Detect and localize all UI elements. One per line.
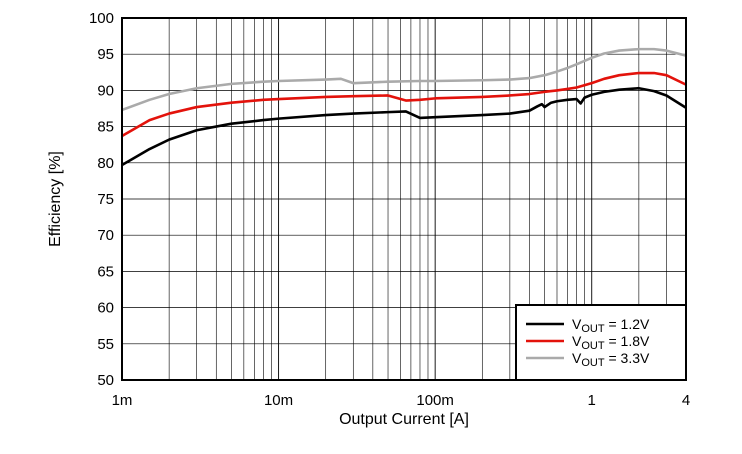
legend-box <box>515 304 687 381</box>
y-tick-label: 55 <box>97 336 114 353</box>
y-tick-label: 75 <box>97 191 114 208</box>
x-tick-label: 10m <box>264 392 293 409</box>
legend-label-1: VOUT = 1.2V <box>572 316 650 335</box>
series-line-3 <box>121 47 687 112</box>
y-axis-title: Efficiency [%] <box>47 151 64 247</box>
y-tick-label: 65 <box>97 263 114 280</box>
series-line-1 <box>121 86 687 167</box>
plot-frame <box>121 17 687 381</box>
y-tick-label: 85 <box>97 119 114 136</box>
series-layer <box>121 47 687 167</box>
x-tick-label: 4 <box>682 392 690 409</box>
x-tick-label: 1 <box>588 392 596 409</box>
y-tick-labels: 50 55 60 65 70 75 80 85 90 95 100 <box>89 10 114 389</box>
x-tick-label: 1m <box>112 392 133 409</box>
series-line-2 <box>121 71 687 138</box>
legend-label-2: VOUT = 1.8V <box>572 333 650 352</box>
legend-label-3: VOUT = 3.3V <box>572 350 650 369</box>
y-tick-label: 100 <box>89 10 114 27</box>
x-axis-title: Output Current [A] <box>339 411 469 428</box>
y-tick-label: 80 <box>97 155 114 172</box>
x-tick-labels: 1m 10m 100m 1 4 <box>112 392 691 409</box>
y-tick-label: 50 <box>97 372 114 389</box>
y-tick-label: 95 <box>97 46 114 63</box>
x-tick-label: 100m <box>416 392 454 409</box>
y-tick-label: 60 <box>97 300 114 317</box>
y-tick-label: 70 <box>97 227 114 244</box>
y-tick-label: 90 <box>97 82 114 99</box>
